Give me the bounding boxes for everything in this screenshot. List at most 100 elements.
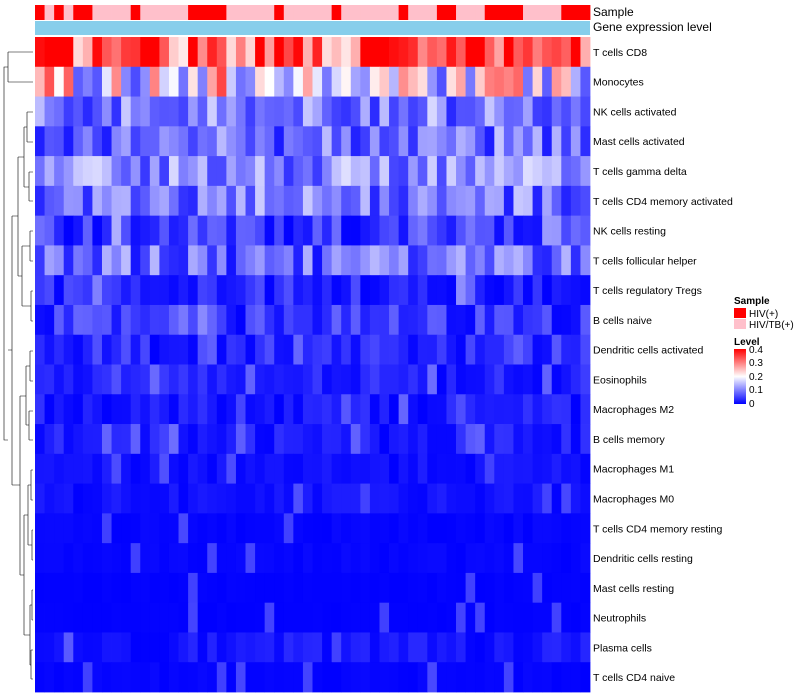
heatmap-cell bbox=[341, 156, 352, 187]
heatmap-cell bbox=[465, 304, 476, 336]
heatmap-cell bbox=[111, 245, 122, 276]
heatmap-cell bbox=[235, 364, 246, 395]
heatmap-cell bbox=[570, 364, 581, 395]
heatmap-cell bbox=[369, 245, 380, 276]
heatmap-cell bbox=[35, 662, 45, 693]
heatmap-cell bbox=[283, 215, 294, 246]
heatmap-cell bbox=[341, 364, 352, 395]
heatmap-cell bbox=[82, 215, 93, 246]
heatmap-cell bbox=[255, 424, 266, 455]
heatmap-cell bbox=[341, 96, 352, 127]
heatmap-cell bbox=[350, 215, 361, 246]
heatmap-cell bbox=[494, 245, 505, 276]
heatmap-cell bbox=[235, 513, 246, 544]
heatmap-cell bbox=[35, 602, 45, 633]
heatmap-cell bbox=[331, 275, 342, 306]
heatmap-cell bbox=[427, 245, 438, 276]
heatmap-cell bbox=[532, 572, 543, 604]
heatmap-cell bbox=[408, 37, 419, 68]
heatmap-cell bbox=[226, 632, 237, 663]
heatmap-cell bbox=[140, 453, 151, 484]
heatmap-cell bbox=[408, 96, 419, 127]
heatmap-cell bbox=[188, 394, 199, 425]
heatmap-cell bbox=[389, 572, 400, 604]
heatmap-cell bbox=[532, 424, 543, 455]
heatmap-cell bbox=[245, 245, 256, 276]
heatmap-cell bbox=[523, 662, 533, 693]
sample-annotation-cell bbox=[293, 5, 304, 20]
heatmap-cell bbox=[446, 245, 457, 276]
heatmap-cell bbox=[121, 602, 132, 633]
heatmap-cell bbox=[456, 394, 466, 425]
heatmap-cell bbox=[341, 602, 352, 633]
heatmap-cell bbox=[82, 394, 93, 425]
heatmap-cell bbox=[475, 215, 486, 246]
heatmap-cell bbox=[475, 453, 486, 484]
heatmap-cell bbox=[494, 602, 505, 633]
heatmap-cell bbox=[226, 37, 237, 68]
heatmap-cell bbox=[274, 156, 285, 187]
heatmap-cell bbox=[274, 66, 285, 97]
heatmap-cell bbox=[389, 513, 400, 544]
heatmap-cell bbox=[140, 394, 151, 425]
heatmap-cell bbox=[92, 453, 103, 484]
heatmap-cell bbox=[408, 185, 419, 217]
heatmap-cell bbox=[283, 245, 294, 276]
heatmap-cell bbox=[369, 572, 380, 604]
heatmap-cell bbox=[35, 364, 45, 395]
heatmap-cell bbox=[235, 453, 246, 484]
heatmap-cell bbox=[484, 662, 495, 693]
heatmap-cell bbox=[245, 483, 256, 514]
heatmap-cell bbox=[63, 126, 74, 157]
heatmap-cell bbox=[379, 185, 390, 217]
heatmap-cell bbox=[465, 364, 476, 395]
heatmap-cell bbox=[188, 334, 199, 365]
heatmap-cell bbox=[130, 245, 141, 276]
heatmap-cell bbox=[379, 66, 390, 97]
heatmap-cell bbox=[341, 632, 352, 663]
heatmap-cell bbox=[580, 126, 591, 157]
heatmap-cell bbox=[341, 394, 352, 425]
heatmap-cell bbox=[369, 602, 380, 633]
heatmap-cell bbox=[551, 275, 562, 306]
heatmap-cell bbox=[456, 215, 466, 246]
heatmap-cell bbox=[542, 37, 553, 68]
heatmap-cell bbox=[561, 483, 572, 514]
heatmap-cell bbox=[82, 483, 93, 514]
heatmap-cell bbox=[350, 96, 361, 127]
heatmap-cell bbox=[168, 572, 179, 604]
heatmap-cell bbox=[398, 185, 409, 217]
sample-annotation-cell bbox=[82, 5, 93, 20]
heatmap-cell bbox=[216, 602, 227, 633]
heatmap-cell bbox=[436, 156, 447, 187]
sample-annotation-cell bbox=[73, 5, 84, 20]
heatmap-cell bbox=[389, 453, 400, 484]
row-label: T cells follicular helper bbox=[593, 255, 697, 267]
heatmap-cell bbox=[293, 364, 304, 395]
heatmap-cell bbox=[73, 364, 84, 395]
heatmap-cell bbox=[350, 37, 361, 68]
heatmap-cell bbox=[446, 275, 457, 306]
heatmap-cell bbox=[101, 304, 112, 336]
heatmap-cell bbox=[523, 37, 533, 68]
heatmap-cell bbox=[503, 156, 514, 187]
heatmap-cell bbox=[475, 394, 486, 425]
heatmap-cell bbox=[216, 37, 227, 68]
heatmap-cell bbox=[570, 37, 581, 68]
heatmap-cell bbox=[475, 424, 486, 455]
heatmap-cell bbox=[73, 513, 84, 544]
heatmap-cell bbox=[360, 126, 371, 157]
heatmap-cell bbox=[580, 543, 591, 574]
heatmap-cell bbox=[197, 394, 208, 425]
heatmap-cell bbox=[475, 185, 486, 217]
heatmap-cell bbox=[44, 662, 55, 693]
heatmap-cell bbox=[456, 602, 466, 633]
heatmap-cell bbox=[369, 275, 380, 306]
heatmap-cell bbox=[73, 572, 84, 604]
heatmap-cell bbox=[63, 156, 74, 187]
heatmap-cell bbox=[255, 245, 266, 276]
heatmap-cell bbox=[312, 96, 323, 127]
heatmap-cell bbox=[207, 394, 218, 425]
heatmap-cell bbox=[398, 304, 409, 336]
heatmap-cell bbox=[456, 156, 466, 187]
